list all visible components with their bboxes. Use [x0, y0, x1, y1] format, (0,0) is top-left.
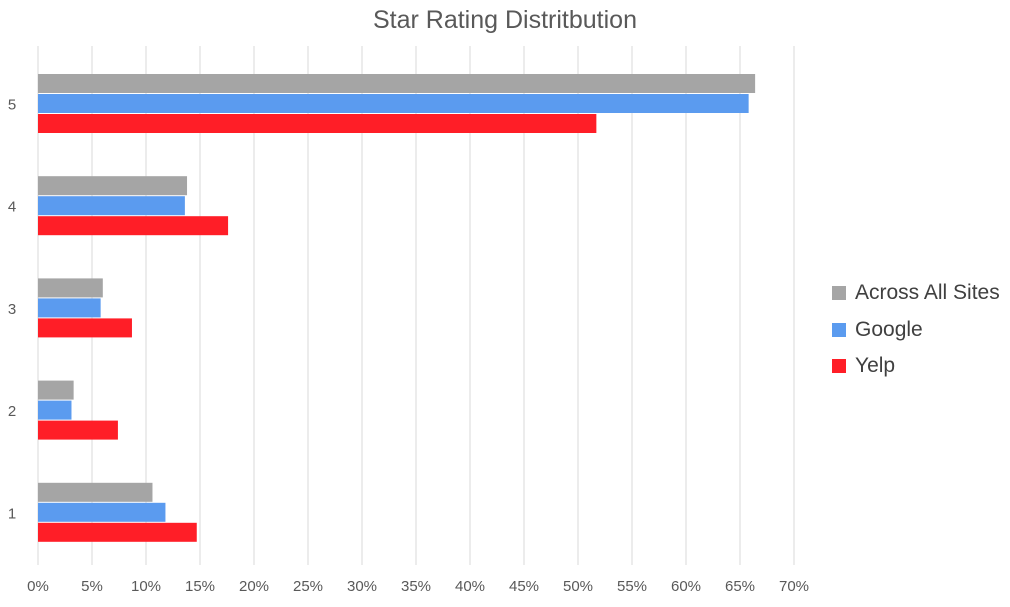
x-tick-label: 25%: [293, 578, 323, 595]
x-tick-label: 60%: [671, 578, 701, 595]
bar: [38, 74, 756, 93]
x-tick-label: 35%: [401, 578, 431, 595]
x-tick-label: 40%: [455, 578, 485, 595]
bar: [38, 298, 101, 318]
legend-label: Across All Sites: [855, 281, 1000, 305]
bar: [38, 420, 118, 440]
x-tick-label: 55%: [617, 578, 647, 595]
x-tick-label: 10%: [131, 578, 161, 595]
legend-item: Across All Sites: [832, 275, 1000, 312]
x-tick-label: 65%: [725, 578, 755, 595]
legend-label: Yelp: [855, 354, 896, 378]
y-tick-label: 3: [8, 301, 16, 318]
bar: [38, 176, 188, 196]
bar: [38, 94, 749, 113]
x-tick-label: 50%: [563, 578, 593, 595]
bar: [38, 502, 166, 522]
bar: [38, 278, 103, 298]
bar: [38, 318, 132, 338]
legend-swatch: [832, 322, 846, 337]
legend: Across All Sites Google Yelp: [832, 275, 1000, 385]
x-tick-label: 45%: [509, 578, 539, 595]
bar: [38, 400, 72, 420]
y-tick-label: 1: [8, 505, 16, 522]
y-tick-label: 4: [8, 199, 16, 216]
x-tick-label: 15%: [185, 578, 215, 595]
bar: [38, 482, 153, 502]
bars: [38, 74, 756, 542]
x-axis-ticks: 0% 5% 10% 15% 20% 25% 30% 35% 40% 45% 50% 55% 60% 65%…: [27, 578, 809, 595]
y-tick-label: 5: [8, 97, 16, 114]
y-tick-label: 2: [8, 403, 16, 420]
legend-item: Google: [832, 312, 1000, 349]
x-tick-label: 70%: [779, 578, 809, 595]
bar: [38, 196, 185, 216]
legend-item: Yelp: [832, 348, 1000, 385]
y-axis-ticks: 5 4 3 2 1: [8, 97, 16, 523]
x-tick-label: 20%: [239, 578, 269, 595]
legend-swatch: [832, 286, 846, 301]
bar: [38, 216, 229, 236]
legend-swatch: [832, 359, 846, 374]
bar: [38, 522, 197, 542]
x-tick-label: 30%: [347, 578, 377, 595]
x-tick-label: 5%: [81, 578, 103, 595]
bar: [38, 114, 597, 133]
bar: [38, 380, 74, 400]
x-tick-label: 0%: [27, 578, 49, 595]
legend-label: Google: [855, 317, 923, 341]
chart-title: Star Rating Distritbution: [372, 6, 637, 34]
